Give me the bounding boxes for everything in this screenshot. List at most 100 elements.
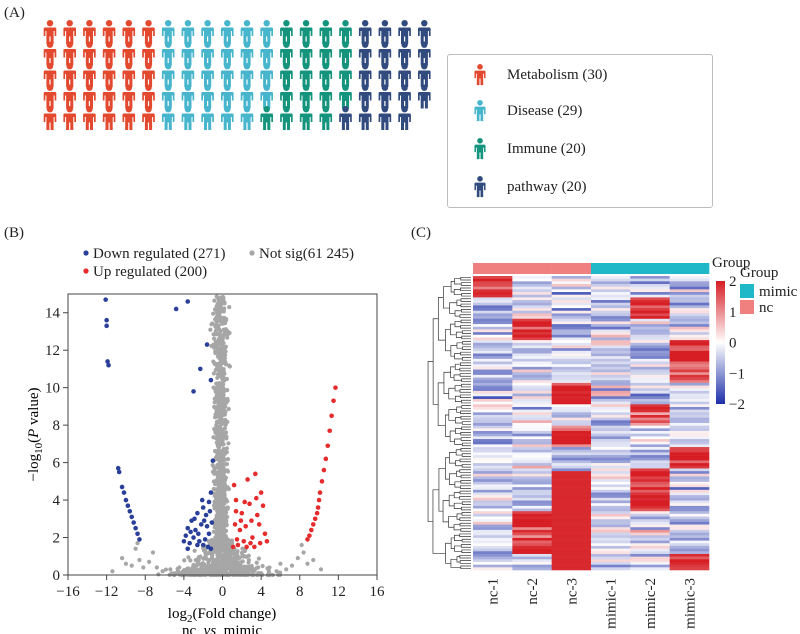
not-sig-point [246, 560, 251, 565]
dendrogram-link [461, 421, 471, 425]
x-axis-sublabel: nc_vs_mimic [182, 623, 262, 634]
not-sig-point [267, 565, 272, 570]
person-icon [221, 106, 234, 130]
heatmap-cell [630, 364, 670, 368]
heatmap-cell [669, 508, 710, 512]
heatmap-cell [473, 535, 513, 539]
dendrogram-link [460, 528, 471, 532]
heatmap-cell [591, 390, 631, 394]
heatmap-cell [551, 551, 592, 555]
person-icon [280, 84, 293, 109]
not-sig-point [243, 572, 248, 577]
legend-marker [249, 250, 255, 256]
heatmap-cell [669, 388, 710, 392]
dendrogram-link [461, 378, 471, 382]
heatmap-cell [551, 276, 592, 279]
data-point [121, 490, 127, 495]
person-icon [221, 63, 234, 87]
data-point [327, 428, 332, 434]
not-sig-point [224, 462, 230, 467]
dendrogram-link [450, 366, 456, 378]
heatmap-cell [551, 353, 592, 357]
heatmap-cell [473, 356, 513, 360]
colorbar-tick-label: 0 [729, 336, 737, 352]
heatmap-cell [669, 431, 710, 434]
not-sig-point [119, 556, 125, 561]
heatmap-cell [551, 329, 592, 333]
heatmap-cell [551, 543, 592, 547]
heatmap-cell [512, 519, 552, 523]
heatmap-cell [591, 556, 631, 560]
heatmap-cell [473, 369, 513, 373]
not-sig-point [223, 327, 228, 332]
heatmap-cell [473, 481, 513, 485]
heatmap-cell [591, 377, 631, 381]
data-point [173, 306, 179, 312]
heatmap-cell [512, 380, 552, 384]
heatmap-cell [669, 278, 710, 282]
heatmap-cell [551, 388, 592, 392]
heatmap-cell [551, 553, 592, 557]
down-regulated-points [103, 297, 216, 552]
data-point [199, 497, 205, 503]
not-sig-point [226, 406, 231, 412]
not-sig-point [318, 567, 324, 572]
heatmap-cell [551, 495, 592, 499]
not-sig-points [110, 294, 324, 578]
heatmap-cell [473, 508, 513, 512]
dendrogram-link [461, 512, 471, 516]
heatmap-cell [473, 476, 513, 480]
data-point [137, 537, 142, 542]
heatmap-cell [669, 489, 710, 493]
heatmap-cell [512, 532, 552, 536]
heatmap-cell [630, 463, 670, 467]
heatmap-cell [591, 441, 631, 445]
person-icon [418, 63, 431, 87]
heatmap-cell [551, 428, 592, 432]
heatmap-cell [473, 433, 513, 437]
dendrogram-link [459, 554, 471, 559]
group-legend-title: Group [740, 265, 778, 281]
heatmap-cell [630, 433, 670, 437]
person-icon [102, 106, 116, 130]
person-icon [161, 84, 175, 109]
person-icon [378, 41, 392, 66]
person-icon [474, 100, 486, 122]
heatmap-cell [512, 529, 552, 533]
x-tick-label: −4 [176, 584, 192, 600]
not-sig-point [219, 393, 224, 398]
heatmap-cell [630, 401, 670, 405]
person-icon [142, 41, 155, 66]
data-point [183, 533, 189, 538]
dendrogram-link [459, 314, 471, 318]
not-sig-point [212, 493, 217, 499]
not-sig-point [256, 565, 261, 570]
heatmap-cell [630, 372, 670, 376]
dendrogram-link [453, 524, 461, 531]
heatmap-cell [591, 492, 631, 496]
legend-label: Immune (20) [507, 140, 586, 157]
person-icon [474, 176, 486, 198]
heatmap-cell [630, 337, 670, 341]
not-sig-point [219, 343, 225, 348]
heatmap-cell [591, 519, 631, 523]
heatmap: nc-1 nc-2 nc-3 mimic-1 mimic-2 mimic-3 GroupGr… [427, 255, 798, 629]
heatmap-cell [591, 527, 631, 531]
heatmap-cell [473, 428, 513, 432]
not-sig-point [245, 564, 250, 569]
heatmap-cell [669, 334, 710, 338]
heatmap-cell [630, 460, 670, 464]
heatmap-cell [473, 358, 513, 362]
heatmap-cell [591, 380, 631, 384]
person-icon [201, 41, 214, 66]
dendrogram-link [454, 310, 462, 317]
dendrogram-link [461, 330, 471, 334]
heatmap-cell [551, 385, 592, 389]
heatmap-cell [551, 564, 592, 568]
heatmap-cell [551, 503, 592, 507]
heatmap-cell [512, 481, 552, 485]
heatmap-cell [630, 543, 670, 547]
heatmap-cell [473, 553, 513, 557]
x-tick-label: 12 [331, 584, 346, 600]
dendrogram-link [460, 565, 471, 570]
